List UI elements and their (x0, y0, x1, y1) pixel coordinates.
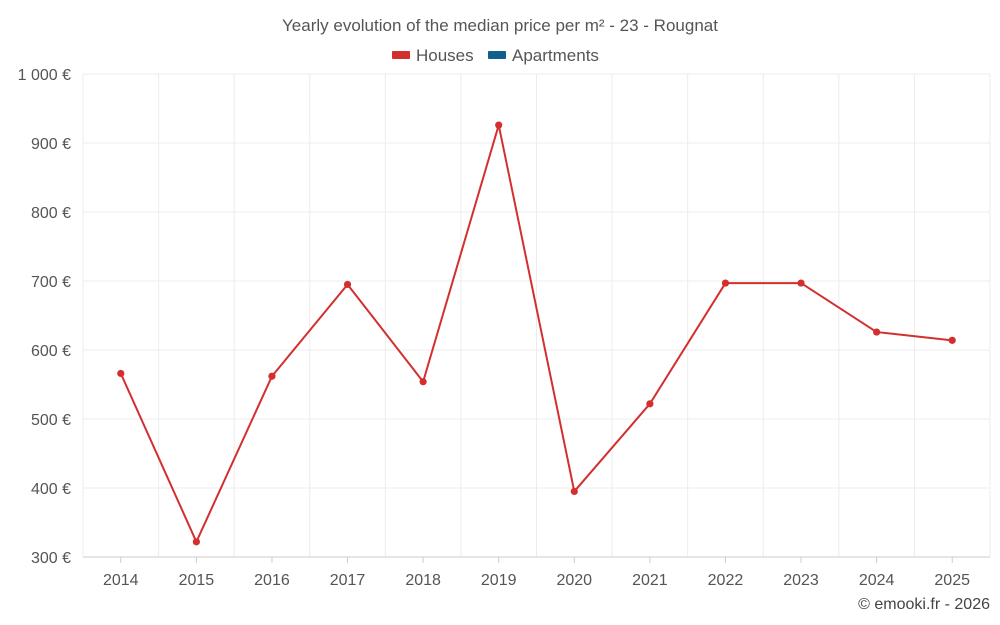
x-tick-label: 2023 (783, 572, 819, 589)
legend: Houses Apartments (392, 46, 599, 65)
series-line-houses (119, 124, 953, 543)
x-tick-label: 2019 (481, 572, 517, 589)
data-point-2014 (117, 369, 125, 378)
data-point-2021 (646, 400, 654, 408)
legend-swatch-houses (392, 51, 410, 59)
y-tick-label: 900 € (31, 136, 71, 153)
x-tick-label: 2018 (405, 572, 441, 589)
data-point-2018 (419, 378, 427, 386)
x-tick-label: 2024 (859, 572, 895, 589)
y-tick-label: 1 000 € (18, 67, 71, 84)
chart-title: Yearly evolution of the median price per… (282, 16, 718, 35)
y-tick-label: 700 € (31, 274, 71, 291)
legend-swatch-apartments (488, 51, 506, 59)
legend-label-apartments: Apartments (512, 46, 599, 65)
data-point-2023 (797, 279, 805, 287)
y-tick-label: 500 € (31, 412, 71, 429)
data-point-2017 (343, 280, 352, 289)
data-point-2022 (721, 279, 730, 287)
data-point-2016 (268, 372, 276, 380)
legend-label-houses: Houses (416, 46, 474, 65)
credit-text: © emooki.fr - 2026 (858, 596, 990, 613)
axes: 300 € 400 € 500 € 600 € 700 € 800 € 900 € 1 000… (18, 67, 990, 589)
y-tick-label: 800 € (31, 205, 71, 222)
x-tick-label: 2016 (254, 572, 290, 589)
x-tick-label: 2025 (934, 572, 970, 589)
data-point-2019 (495, 121, 503, 129)
data-point-2020 (570, 487, 578, 496)
data-point-2015 (192, 538, 200, 546)
data-point-2025 (948, 336, 956, 344)
grid (82, 73, 991, 557)
y-tick-label: 600 € (31, 343, 71, 360)
x-tick-label: 2017 (330, 572, 366, 589)
x-tick-label: 2022 (708, 572, 744, 589)
y-tick-label: 300 € (31, 550, 71, 567)
y-tick-label: 400 € (31, 481, 71, 498)
x-tick-label: 2020 (556, 572, 592, 589)
x-tick-label: 2014 (103, 572, 139, 589)
x-tick-label: 2015 (179, 572, 215, 589)
series-layer (117, 121, 956, 546)
x-tick-label: 2021 (632, 572, 668, 589)
data-point-2024 (873, 328, 881, 336)
